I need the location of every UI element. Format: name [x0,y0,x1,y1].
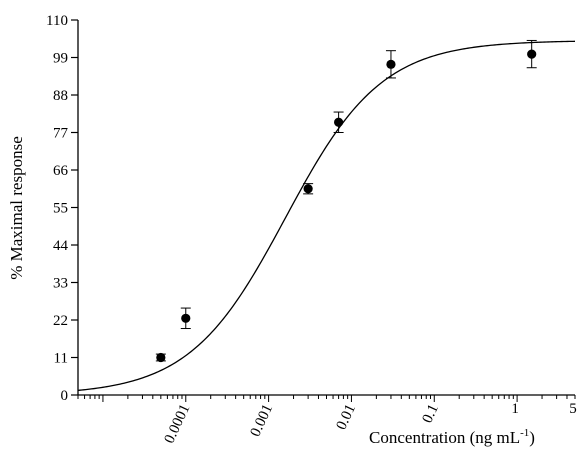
x-tick-label: 0.1 [419,402,441,426]
data-marker [303,184,313,194]
y-tick-label: 11 [54,351,68,367]
y-tick-label: 22 [53,313,68,329]
data-point [333,111,344,133]
y-tick-label: 99 [53,51,68,67]
x-tick-label: 5 [569,401,577,417]
y-tick-label: 33 [53,276,68,292]
x-axis-label-text: Concentration (ng mL [369,428,520,447]
y-tick-label: 88 [53,88,68,104]
y-tick-label: 0 [61,388,69,404]
y-tick-label: 44 [53,238,69,254]
x-tick-label: 0.001 [247,402,276,439]
data-point [180,307,191,330]
x-tick-label: 1 [511,401,519,417]
plot-area: 0 11 22 33 44 55 66 77 88 99 110 0.0001 0.001 0.01 0.1… [46,13,577,446]
x-axis-label-close: ) [529,428,535,447]
data-point [155,352,166,363]
y-tick-label: 66 [53,163,69,179]
data-marker [156,352,166,363]
data-marker [181,313,191,323]
y-tick-label: 55 [53,201,68,217]
data-marker [334,117,344,127]
data-marker [527,49,537,59]
y-tick-label: 77 [53,126,69,142]
y-tick-label: 110 [46,13,68,29]
x-axis-label-superscript: -1 [520,427,529,439]
x-tick-label: 0.01 [333,402,359,433]
x-tick-label: 0.0001 [161,402,193,446]
data-point [526,39,537,69]
data-marker [386,59,396,69]
data-point [385,50,396,79]
fit-curve [77,40,576,392]
y-axis-label: % Maximal response [7,136,26,280]
x-axis-label: Concentration (ng mL-1) [369,427,535,447]
data-point [303,183,314,195]
